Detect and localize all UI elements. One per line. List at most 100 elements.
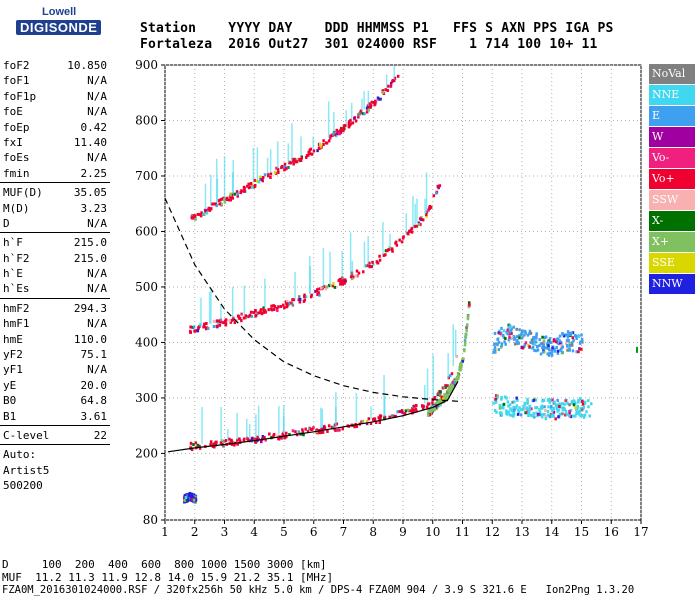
legend-item: W [649,127,695,147]
echo-point [518,328,521,331]
echo-point [568,349,571,352]
echo-point [507,332,510,335]
echo-point [207,327,210,330]
echo-point [399,410,402,413]
echo-point [334,429,337,432]
echo-point [561,351,564,354]
echo-point [280,305,283,308]
echo-point [379,98,382,101]
echo-point [322,143,325,146]
echo-point [574,334,577,337]
echo-point [250,182,253,185]
echo-point [194,330,197,333]
echo-point [328,139,331,142]
echo-point [492,402,495,405]
echo-streak [300,136,302,155]
echo-point [535,340,538,343]
echo-point [464,343,467,346]
echo-point [460,366,463,369]
echo-point [543,399,546,402]
echo-streak [277,141,279,168]
echo-point [377,96,380,99]
echo-streak [312,137,314,149]
echo-point [367,109,370,112]
echo-point [552,407,555,410]
echo-point [503,403,506,406]
echo-streak [424,385,426,404]
footer-file-info: FZA0M_2016301024000.RSF / 320fx256h 50 k… [2,584,634,596]
echo-point [298,295,301,298]
echo-point [573,401,576,404]
echo-point [527,334,530,337]
echo-point [290,161,293,164]
echo-point [559,335,562,338]
echo-point [433,194,436,197]
echo-point [273,433,276,436]
echo-streak [386,74,388,87]
echo-point [362,420,365,423]
echo-point [581,414,584,417]
echo-point [533,399,536,402]
echo-point [576,411,579,414]
echo-point [193,499,196,502]
echo-streak [356,393,358,422]
echo-point [358,272,361,275]
echo-point [261,178,264,181]
echo-point [513,409,516,412]
echo-point [499,407,502,410]
echo-point [505,409,508,412]
echo-point [250,311,253,314]
echo-point [189,331,192,334]
echo-point [274,171,277,174]
echo-point [210,440,213,443]
echo-point [285,167,288,170]
echo-point [557,415,560,418]
echo-streak [283,416,285,434]
echo-point [512,406,515,409]
echo-point [384,253,387,256]
echo-streak [291,123,293,161]
echo-point [439,184,442,187]
echo-point [463,349,466,352]
x-tick-label: 1 [161,525,169,539]
echo-point [551,347,554,350]
echo-point [317,291,320,294]
echo-point [231,197,234,200]
echo-point [378,255,381,258]
echo-point [310,428,313,431]
echo-point [296,160,299,163]
echo-point [514,337,517,340]
echo-point [520,408,523,411]
echo-point [407,409,410,412]
echo-streak [364,242,366,268]
echo-point [466,323,469,326]
echo-point [382,91,385,94]
echo-point [254,184,257,187]
echo-point [419,217,422,220]
echo-point [514,343,517,346]
echo-point [535,349,538,352]
echo-point [422,218,425,221]
echo-streak [236,413,238,440]
x-tick-label: 7 [340,525,348,539]
echo-point [292,429,295,432]
echo-point [283,306,286,309]
echo-point [386,249,389,252]
x-tick-label: 2 [191,525,199,539]
echo-point [185,496,188,499]
echo-point [509,413,512,416]
echo-point [427,414,430,417]
echo-streak [455,330,457,357]
echo-point [294,430,297,433]
echo-point [259,310,262,313]
echo-point [243,438,246,441]
echo-point [187,498,190,501]
echo-point [581,408,584,411]
echo-point [391,414,394,417]
echo-point [549,415,552,418]
echo-streak [322,409,324,428]
echo-streak [329,252,331,286]
echo-point [520,413,523,416]
echo-point [543,405,546,408]
echo-streak [294,272,296,300]
